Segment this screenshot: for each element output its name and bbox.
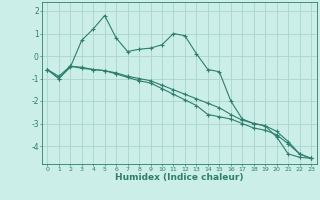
- X-axis label: Humidex (Indice chaleur): Humidex (Indice chaleur): [115, 173, 244, 182]
